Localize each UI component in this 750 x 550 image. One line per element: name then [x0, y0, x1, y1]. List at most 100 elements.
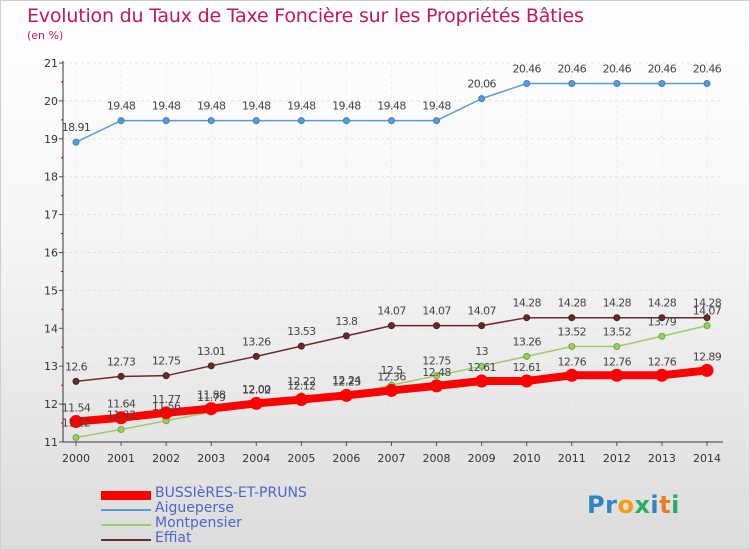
- legend-swatch: [101, 490, 151, 500]
- y-tick-label: 20: [44, 95, 58, 108]
- x-tick-label: 2002: [152, 452, 180, 465]
- data-point-effiat: [703, 314, 711, 322]
- data-point-aigueperse: [433, 117, 441, 125]
- x-tick-label: 2000: [62, 452, 90, 465]
- data-label-effiat: 14.07: [467, 305, 496, 318]
- y-tick-label: 12: [44, 398, 58, 411]
- y-tick-label: 21: [44, 57, 58, 70]
- y-tick-label: 16: [44, 247, 58, 260]
- data-label-bussi-res-et-pruns: 12.89: [693, 350, 722, 363]
- data-point-effiat: [433, 322, 441, 330]
- data-point-aigueperse: [117, 117, 125, 125]
- data-point-montpensier: [703, 322, 711, 330]
- x-tick-label: 2008: [423, 452, 451, 465]
- data-label-aigueperse: 20.06: [467, 78, 496, 91]
- data-label-aigueperse: 19.48: [287, 100, 316, 113]
- logo-letter: t: [659, 491, 672, 519]
- data-label-aigueperse: 18.91: [62, 121, 91, 134]
- data-label-bussi-res-et-pruns: 11.64: [107, 398, 136, 411]
- data-label-effiat: 14.28: [648, 297, 677, 310]
- data-point-aigueperse: [478, 95, 486, 103]
- data-point-effiat: [72, 377, 80, 385]
- data-point-montpensier: [433, 372, 441, 380]
- data-point-effiat: [613, 314, 621, 322]
- data-label-montpensier: 13: [475, 345, 488, 358]
- legend-swatch: [101, 509, 151, 511]
- data-label-aigueperse: 20.46: [648, 62, 677, 75]
- data-point-montpensier: [117, 425, 125, 433]
- data-label-aigueperse: 19.48: [107, 100, 136, 113]
- x-tick-label: 2005: [287, 452, 315, 465]
- data-label-aigueperse: 20.46: [603, 62, 632, 75]
- data-point-aigueperse: [387, 117, 395, 125]
- data-point-effiat: [478, 322, 486, 330]
- x-tick-label: 2012: [603, 452, 631, 465]
- data-label-aigueperse: 19.48: [377, 100, 406, 113]
- x-tick-label: 2006: [332, 452, 360, 465]
- data-point-bussi-res-et-pruns: [430, 379, 444, 393]
- y-tick-label: 11: [44, 436, 58, 449]
- data-point-effiat: [117, 372, 125, 380]
- data-label-montpensier: 12.24: [332, 374, 361, 387]
- data-point-bussi-res-et-pruns: [339, 388, 353, 402]
- data-label-montpensier: 11.12: [62, 416, 91, 429]
- data-point-aigueperse: [297, 117, 305, 125]
- data-point-effiat: [297, 342, 305, 350]
- x-tick-label: 2004: [242, 452, 270, 465]
- x-tick-label: 2013: [648, 452, 676, 465]
- data-label-aigueperse: 19.48: [242, 100, 271, 113]
- y-tick-label: 19: [44, 133, 58, 146]
- data-point-bussi-res-et-pruns: [565, 368, 579, 382]
- data-point-montpensier: [658, 332, 666, 340]
- y-tick-label: 18: [44, 171, 58, 184]
- data-point-bussi-res-et-pruns: [114, 411, 128, 425]
- data-point-bussi-res-et-pruns: [294, 393, 308, 407]
- data-point-effiat: [658, 314, 666, 322]
- data-point-aigueperse: [162, 117, 170, 125]
- data-label-aigueperse: 20.46: [512, 62, 541, 75]
- data-label-bussi-res-et-pruns: 12.76: [648, 355, 677, 368]
- data-label-bussi-res-et-pruns: 11.77: [152, 393, 181, 406]
- data-label-effiat: 14.07: [422, 305, 451, 318]
- data-label-montpensier: 13.79: [648, 315, 677, 328]
- data-point-aigueperse: [252, 117, 260, 125]
- data-label-effiat: 12.75: [152, 355, 181, 368]
- data-label-effiat: 14.28: [603, 297, 632, 310]
- data-point-montpensier: [478, 362, 486, 370]
- data-label-montpensier: 12.00: [242, 383, 271, 396]
- data-label-aigueperse: 20.46: [693, 62, 722, 75]
- data-label-montpensier: 13.52: [558, 325, 587, 338]
- chart-title: Evolution du Taux de Taxe Foncière sur l…: [27, 5, 584, 27]
- data-label-bussi-res-et-pruns: 12.76: [603, 355, 632, 368]
- data-point-bussi-res-et-pruns: [69, 415, 83, 429]
- data-label-montpensier: 12.22: [287, 375, 316, 388]
- x-tick-label: 2009: [468, 452, 496, 465]
- x-tick-label: 2014: [693, 452, 721, 465]
- proxiti-logo: Proxiti: [587, 491, 680, 519]
- legend-label: BUSSIèRES-ET-PRUNS: [155, 485, 307, 501]
- x-tick-label: 2011: [558, 452, 586, 465]
- data-point-bussi-res-et-pruns: [700, 363, 714, 377]
- data-point-effiat: [207, 362, 215, 370]
- data-point-aigueperse: [658, 79, 666, 87]
- data-point-aigueperse: [523, 79, 531, 87]
- data-label-montpensier: 11.79: [197, 391, 226, 404]
- data-label-bussi-res-et-pruns: 12.61: [467, 361, 496, 374]
- logo-letter: x: [634, 491, 651, 519]
- data-label-bussi-res-et-pruns: 12.23: [332, 375, 361, 388]
- data-point-aigueperse: [342, 117, 350, 125]
- data-point-effiat: [568, 314, 576, 322]
- data-point-bussi-res-et-pruns: [475, 374, 489, 388]
- data-label-bussi-res-et-pruns: 12.36: [377, 370, 406, 383]
- data-point-bussi-res-et-pruns: [249, 396, 263, 410]
- logo-letter: i: [671, 491, 680, 519]
- logo-letter: i: [650, 491, 660, 519]
- legend-label: Effiat: [155, 530, 192, 546]
- y-tick-label: 15: [44, 284, 58, 297]
- data-point-bussi-res-et-pruns: [610, 368, 624, 382]
- data-point-aigueperse: [703, 79, 711, 87]
- data-point-effiat: [387, 322, 395, 330]
- data-point-aigueperse: [568, 79, 576, 87]
